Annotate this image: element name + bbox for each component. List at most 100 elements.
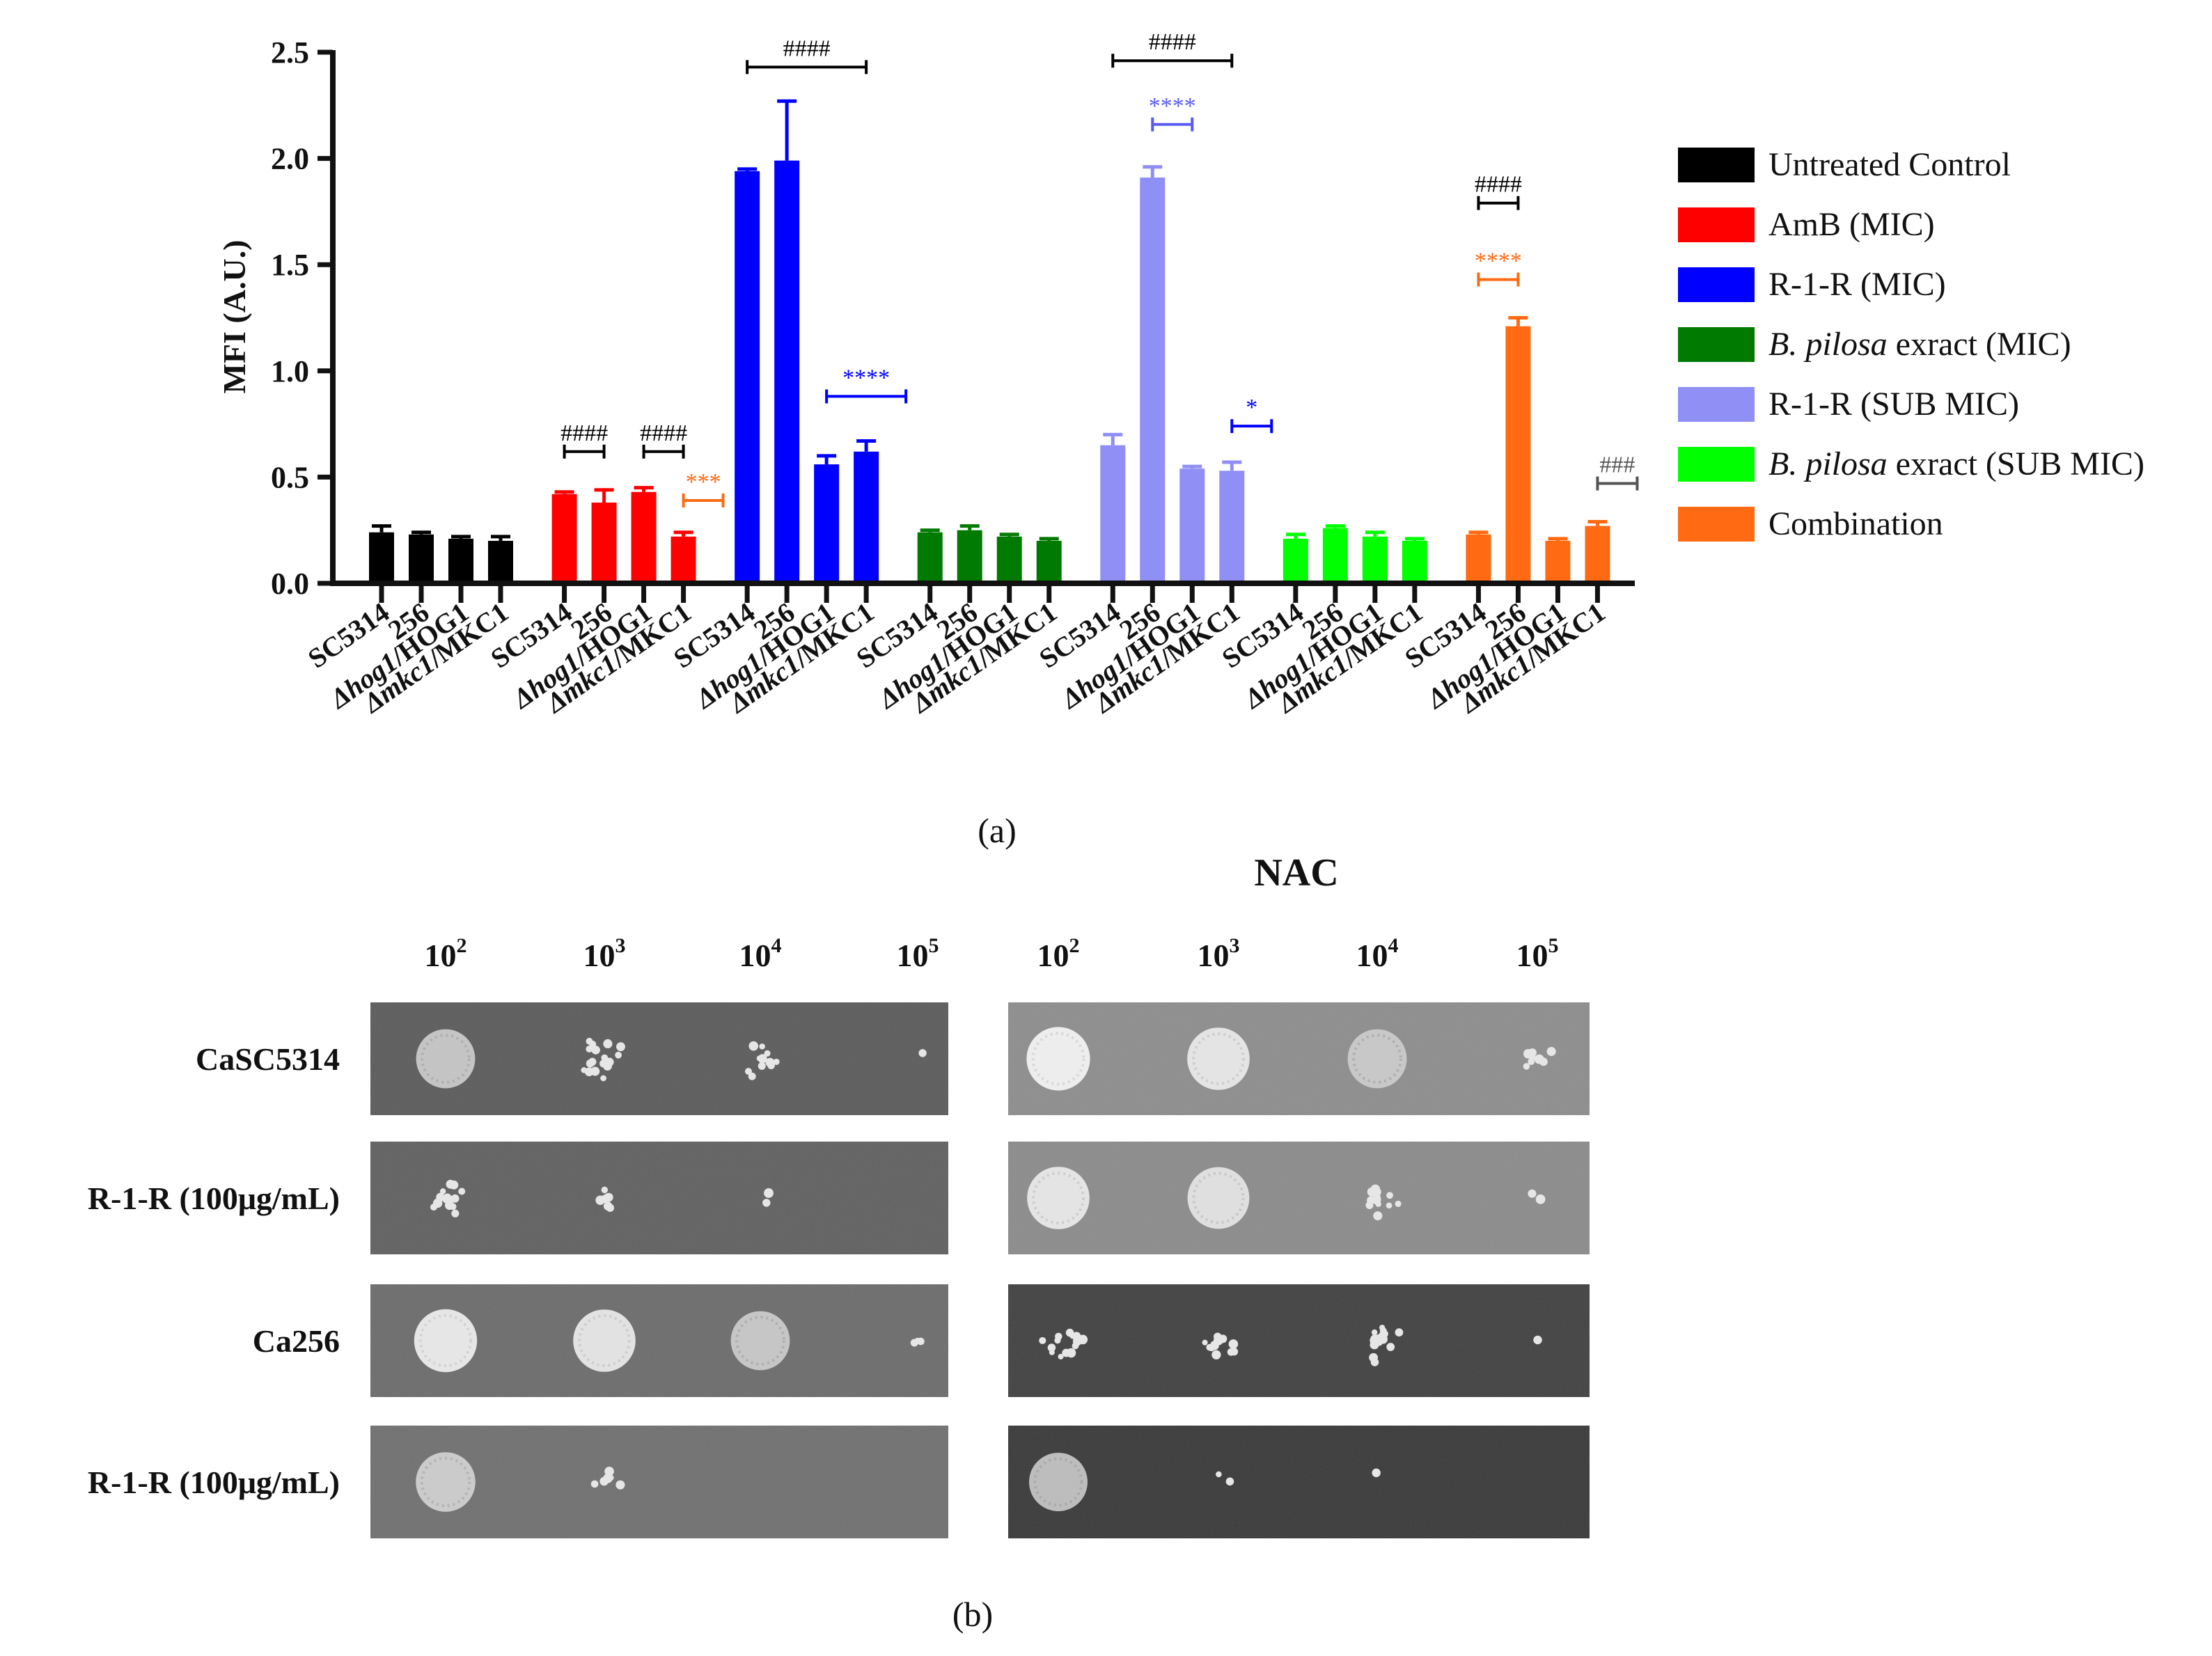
colony — [1386, 1192, 1393, 1199]
significance-label: *** — [686, 469, 721, 495]
colony — [1395, 1328, 1404, 1336]
legend-entry-text: AmB (MIC) — [1768, 206, 1935, 243]
colony — [603, 1473, 613, 1483]
dilution-label: 105 — [897, 934, 939, 973]
strain-label: R-1-R (100μg/mL) — [88, 1465, 340, 1500]
legend-entry-text: Untreated Control — [1768, 146, 2011, 183]
dilution-exponent: 5 — [1548, 934, 1559, 957]
y-axis: 0.0 0.5 1.0 1.5 2.0 2.5 — [271, 36, 336, 601]
bar — [814, 464, 840, 583]
colony — [602, 1055, 608, 1062]
legend-entry: R-1-R (MIC) — [1768, 266, 1946, 303]
bar — [1466, 534, 1491, 583]
y-tick-label: 2.5 — [271, 36, 309, 70]
dilution-label: 102 — [425, 934, 467, 973]
colony-spot — [414, 1309, 478, 1373]
colony — [910, 1339, 918, 1347]
colony — [1535, 1194, 1546, 1204]
colony — [1372, 1468, 1381, 1478]
colony — [1047, 1343, 1056, 1352]
significance-label: #### — [1475, 172, 1522, 198]
bar — [1505, 326, 1531, 583]
bar-series — [369, 99, 1610, 584]
bar — [551, 494, 577, 583]
colony-texture — [420, 1456, 471, 1508]
significance-label: #### — [783, 36, 831, 61]
bar — [670, 536, 696, 583]
colony — [1369, 1353, 1379, 1362]
legend-swatch — [1678, 267, 1755, 302]
colony — [599, 1059, 608, 1068]
plate-untreated — [370, 1284, 948, 1397]
legend-entry: Untreated Control — [1768, 146, 2011, 183]
colony — [603, 1039, 613, 1049]
dilution-exponent: 5 — [929, 934, 939, 957]
colony — [600, 1075, 606, 1082]
colony — [1379, 1325, 1386, 1331]
dilution-exponent: 2 — [1069, 934, 1080, 957]
dilution-label: 105 — [1516, 934, 1559, 973]
dilution-exponent: 4 — [1388, 934, 1399, 957]
nac-header: NAC — [1254, 851, 1338, 894]
colony — [764, 1050, 771, 1057]
colony — [586, 1046, 593, 1052]
colony — [1528, 1058, 1535, 1066]
bar — [409, 534, 434, 583]
colony — [1386, 1202, 1393, 1209]
colony — [1039, 1336, 1046, 1344]
colony — [1370, 1340, 1379, 1350]
colony — [1066, 1348, 1076, 1358]
dilution-label: 103 — [1198, 934, 1240, 973]
bar — [917, 532, 943, 583]
colony — [444, 1200, 455, 1211]
strain-label: Ca256 — [253, 1323, 340, 1359]
plate-grain — [1008, 1426, 1590, 1538]
bar — [448, 538, 473, 583]
y-tick-label: 2.0 — [271, 142, 309, 176]
strain-label: R-1-R (100μg/mL) — [88, 1181, 340, 1216]
y-tick-label: 0.0 — [271, 567, 309, 601]
bar — [1545, 540, 1571, 583]
legend-entry-italic: B. pilosa — [1768, 445, 1888, 482]
legend-entry: R-1-R (SUB MIC) — [1768, 386, 2019, 423]
bar — [1140, 178, 1166, 583]
colony — [1533, 1335, 1542, 1345]
colony — [1211, 1350, 1221, 1359]
bar — [1283, 538, 1308, 583]
colony — [1049, 1349, 1055, 1355]
dilution-base: 10 — [1516, 938, 1548, 973]
dilution-label: 103 — [583, 934, 626, 973]
legend-swatch — [1678, 327, 1755, 362]
colony-texture — [421, 1034, 471, 1084]
dilution-headers: 102 103 104 105 102 103 104 105 — [425, 934, 1559, 973]
colony — [1523, 1063, 1530, 1070]
panel-b-label: (b) — [952, 1595, 993, 1634]
colony — [436, 1192, 445, 1202]
bar — [1322, 528, 1348, 583]
colony — [773, 1058, 780, 1065]
colony-spot — [1347, 1029, 1407, 1089]
colony — [758, 1054, 767, 1064]
legend-swatch — [1678, 387, 1755, 422]
legend-swatch — [1678, 207, 1755, 242]
dilution-base: 10 — [897, 938, 929, 973]
plate-untreated — [370, 1426, 948, 1538]
colony — [918, 1049, 927, 1057]
legend-entry-text: R-1-R (MIC) — [1768, 266, 1946, 303]
colony-texture — [1032, 1172, 1085, 1224]
dilution-label: 104 — [739, 934, 782, 973]
plate-grain — [370, 1142, 948, 1254]
colony — [604, 1192, 613, 1202]
dilution-base: 10 — [1037, 938, 1069, 973]
dilution-exponent: 3 — [615, 934, 626, 957]
legend: Untreated Control AmB (MIC) R-1-R (MIC) B. … — [1678, 146, 2144, 542]
significance-label: #### — [1149, 29, 1196, 55]
colony-texture — [1352, 1034, 1402, 1084]
legend-entry-text: R-1-R (SUB MIC) — [1768, 386, 2019, 423]
colony — [584, 1067, 594, 1077]
legend-entry-text: exract (MIC) — [1888, 326, 2071, 363]
colony — [1055, 1332, 1062, 1341]
legend-entry-italic: B. pilosa — [1768, 326, 1888, 363]
plate-rows: CaSC5314 R-1-R (100μg/mL) Ca256 R-1-R (100μ… — [88, 1002, 1590, 1538]
bar — [631, 491, 657, 583]
